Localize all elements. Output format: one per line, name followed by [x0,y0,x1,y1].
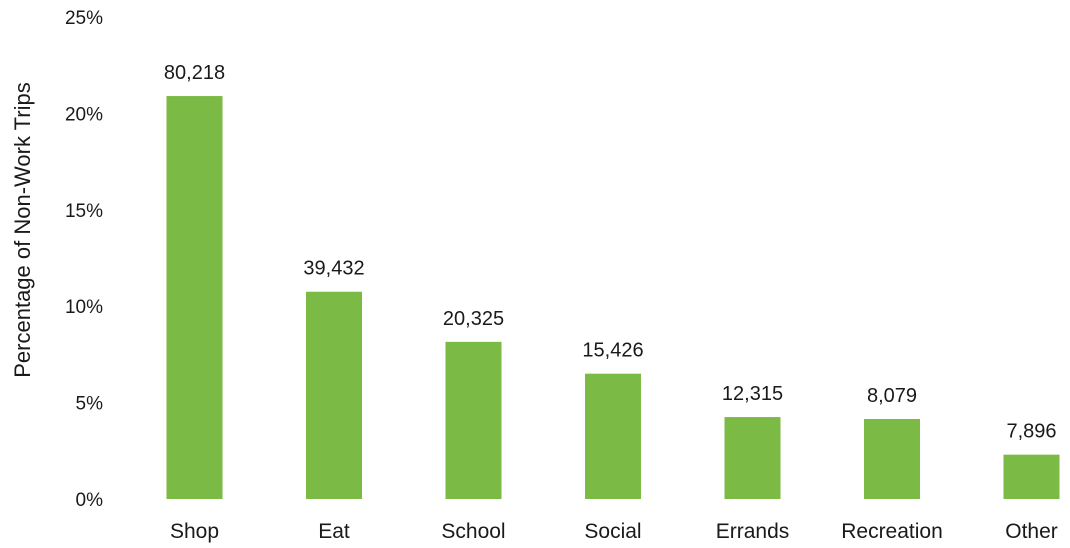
data-label: 20,325 [443,308,504,330]
bar-other [1003,454,1060,499]
data-label: 39,432 [303,258,364,280]
bar-eat [306,291,362,499]
x-tick-label: Shop [170,520,219,543]
y-tick-label: 15% [65,201,103,222]
x-axis-labels: Shop Eat School Social Errands Recreation Othe… [170,520,1058,543]
data-label: 8,079 [867,385,917,407]
y-tick-label: 5% [76,394,104,415]
y-axis-title: Percentage of Non-Work Trips [10,82,35,378]
bar-school [445,341,502,499]
bar-recreation [864,418,920,499]
bar-errands [724,417,781,499]
y-tick-label: 0% [76,490,104,511]
bar-shop [166,96,223,499]
bar-social [585,373,641,499]
data-labels: 80,218 39,432 20,325 15,426 12,315 8,079 7,896 [164,62,1057,443]
x-tick-label: Social [584,520,641,543]
data-label: 15,426 [582,340,643,362]
y-axis-ticks: 0% 5% 10% 15% 20% 25% [65,8,103,511]
x-tick-label: Errands [716,520,790,543]
x-tick-label: Other [1005,520,1058,543]
y-tick-label: 20% [65,104,103,125]
data-label: 7,896 [1006,421,1056,443]
x-tick-label: Eat [318,520,350,543]
x-tick-label: Recreation [841,520,943,543]
y-tick-label: 10% [65,297,103,318]
x-tick-label: School [441,520,505,543]
bars [166,96,1060,499]
data-label: 12,315 [722,383,783,405]
y-tick-label: 25% [65,8,103,29]
data-label: 80,218 [164,62,225,84]
